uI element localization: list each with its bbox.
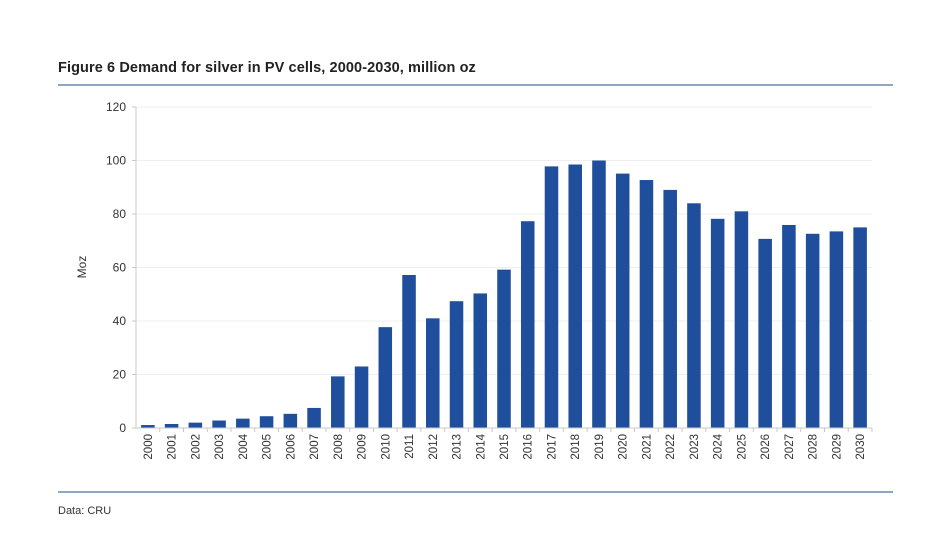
x-tick-label: 2004 [238,433,250,459]
bar-2004 [236,418,250,428]
bar-2025 [734,211,749,428]
bar-2005 [259,416,274,428]
bar-2019 [592,160,606,428]
x-tick-label: 2023 [689,434,701,460]
bar-2026 [758,238,772,428]
bar-2000 [141,425,155,428]
x-tick-label: 2017 [546,434,558,460]
x-tick-label: 2005 [262,434,274,460]
bar-2014 [473,293,488,428]
x-tick-label: 2029 [831,434,843,460]
footer-divider [58,491,893,493]
bar-2021 [639,180,654,428]
x-tick-label: 2020 [618,434,630,460]
bar-2013 [449,301,464,428]
bar-2017 [544,166,559,428]
x-tick-label: 2008 [333,434,345,460]
x-tick-label: 2019 [594,434,606,460]
bar-2012 [426,318,440,428]
x-tick-label: 2030 [855,434,867,460]
bar-2028 [805,233,820,428]
x-tick-label: 2003 [214,434,226,460]
y-tick-label: 0 [119,421,126,435]
y-tick-label: 120 [106,100,126,114]
y-tick-label: 20 [113,368,127,382]
x-tick-label: 2000 [143,434,155,460]
x-tick-label: 2027 [784,434,796,460]
bar-2029 [829,231,844,428]
x-axis: 2000 2001 2002 2003 2004 2005 2006 2007 2008 2009… [136,427,873,460]
bar-2030 [853,227,867,428]
x-tick-label: 2002 [190,434,202,460]
bar-2015 [497,269,511,428]
chart-title: Figure 6 Demand for silver in PV cells, … [58,60,476,76]
y-tick-label: 60 [113,261,127,275]
x-tick-label: 2011 [404,434,416,459]
x-tick-label: 2024 [713,433,725,459]
x-tick-label: 2013 [452,434,464,460]
bar-2007 [307,407,321,428]
x-tick-label: 2025 [736,434,748,460]
title-divider [58,84,893,86]
bar-2022 [663,189,677,428]
bar-2006 [283,413,298,428]
bar-2023 [687,203,701,428]
bar-2010 [378,327,393,428]
bar-2002 [188,422,203,428]
x-tick-label: 2010 [380,434,392,460]
x-tick-label: 2016 [523,434,535,460]
source-note: Data: CRU [58,505,112,517]
bar-2016 [520,221,535,428]
bar-2020 [615,173,630,428]
x-tick-label: 2001 [167,434,179,460]
bars [141,160,867,428]
bar-2009 [354,366,369,428]
bar-2018 [568,164,582,428]
x-tick-label: 2014 [475,433,487,459]
x-tick-label: 2026 [760,434,772,460]
y-tick-label: 100 [106,154,126,168]
x-tick-label: 2022 [665,434,677,460]
x-tick-label: 2006 [285,434,297,460]
bar-2008 [331,376,345,428]
bar-2001 [164,423,179,428]
x-tick-label: 2021 [641,434,653,460]
y-axis: 0 20 40 60 80 100 120 [106,100,137,435]
x-tick-label: 2028 [808,434,820,460]
x-tick-label: 2015 [499,434,511,460]
x-tick-label: 2007 [309,434,321,460]
x-tick-label: 2009 [357,434,369,460]
y-tick-label: 40 [113,314,127,328]
bar-2003 [212,420,226,428]
y-axis-title: Moz [75,256,89,279]
bar-2027 [782,224,796,428]
x-tick-label: 2018 [570,434,582,460]
x-tick-label: 2012 [428,434,440,460]
bar-2024 [710,218,725,428]
y-tick-label: 80 [113,207,127,221]
bar-2011 [402,274,416,428]
